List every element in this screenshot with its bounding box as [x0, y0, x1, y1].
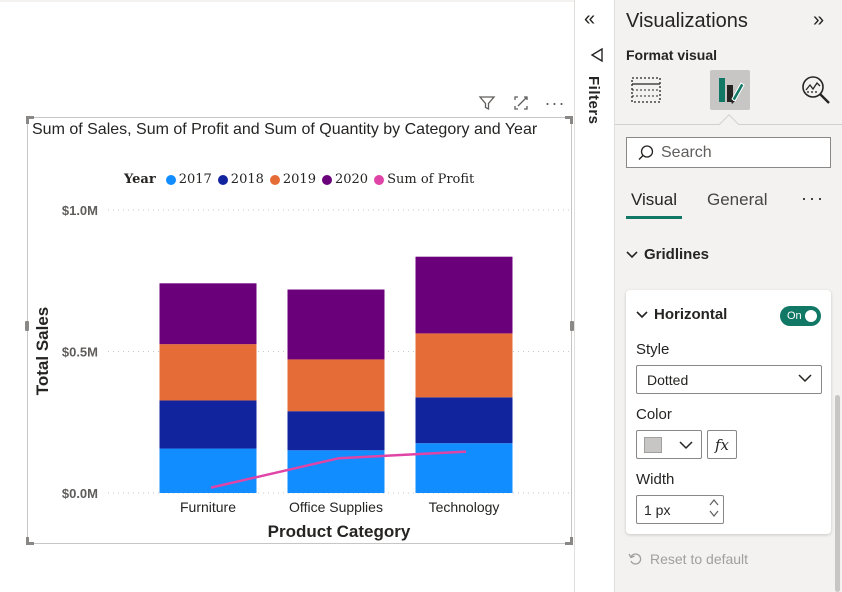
chevron-down-icon	[626, 250, 638, 258]
reset-label: Reset to default	[650, 551, 749, 567]
horizontal-card-header[interactable]: Horizontal	[636, 306, 727, 323]
resize-handle-right[interactable]	[570, 321, 574, 331]
style-value: Dotted	[647, 371, 689, 388]
color-label: Color	[636, 406, 672, 423]
canvas-top-border	[0, 0, 574, 2]
visualizations-pane: Visualizations » Format visual	[615, 0, 842, 592]
chevron-up-icon[interactable]	[709, 498, 719, 507]
format-icon-row	[626, 70, 836, 114]
bar-segment-2020-technology	[415, 256, 513, 334]
resize-handle-bottom-right[interactable]	[565, 537, 573, 545]
legend-dot	[165, 174, 176, 185]
resize-handle-bottom-left[interactable]	[26, 537, 34, 545]
funnel-icon	[589, 47, 605, 68]
conditional-format-button[interactable]: fx	[707, 430, 737, 459]
format-tabs: Visual General	[626, 190, 772, 219]
filters-pane-collapsed[interactable]: « Filters	[574, 0, 615, 592]
gridlines-section-header[interactable]: Gridlines	[626, 246, 709, 263]
chevron-down-icon	[798, 374, 812, 383]
horizontal-gridlines-card: Horizontal On Style Dotted Color fx Widt…	[626, 290, 831, 534]
resize-handle-left[interactable]	[25, 321, 29, 331]
style-dropdown[interactable]: Dotted	[636, 365, 822, 394]
chart-title: Sum of Sales, Sum of Profit and Sum of Q…	[32, 121, 538, 138]
legend-label: 2018	[230, 172, 264, 187]
width-stepper[interactable]: 1 px	[636, 495, 724, 524]
legend-item-sum-of-profit[interactable]: Sum of Profit	[374, 172, 474, 187]
build-visual-icon[interactable]	[626, 70, 666, 110]
chart-plot: $0.0M $0.5M $1.0M Furniture Office Supplies T…	[33, 203, 572, 541]
x-axis-title: Product Category	[268, 522, 411, 541]
bar-segment-2019-technology	[415, 333, 513, 398]
visual-header: ···	[476, 93, 566, 113]
legend-item-2019[interactable]: 2019	[269, 172, 316, 187]
analytics-icon[interactable]	[796, 70, 836, 110]
more-options-icon[interactable]: ···	[801, 188, 825, 208]
reset-to-default-button[interactable]: Reset to default	[628, 551, 748, 567]
chevron-down-icon[interactable]	[709, 509, 719, 518]
bar-segment-2018-technology	[415, 397, 513, 444]
focus-mode-icon[interactable]	[510, 93, 532, 113]
legend-dot	[269, 174, 280, 185]
collapse-icon[interactable]: «	[584, 8, 596, 30]
width-label: Width	[636, 471, 675, 488]
y-tick-label: $0.5M	[62, 345, 98, 360]
x-tick-label: Furniture	[180, 499, 236, 515]
resize-handle-top-right[interactable]	[565, 116, 573, 124]
search-placeholder: Search	[661, 143, 712, 161]
pane-subtitle: Format visual	[626, 47, 718, 63]
bar-segment-2019-office-supplies	[287, 359, 385, 412]
section-label: Gridlines	[644, 246, 710, 263]
bar-segment-2018-furniture	[159, 400, 257, 449]
search-icon	[638, 144, 654, 160]
more-options-icon[interactable]: ···	[544, 92, 566, 113]
legend-label: Sum of Profit	[387, 172, 475, 187]
legend-dot	[374, 174, 385, 185]
legend-item-2020[interactable]: 2020	[321, 172, 369, 187]
funnel-icon[interactable]	[476, 93, 498, 113]
y-axis-title: Total Sales	[33, 307, 52, 396]
width-value: 1 px	[644, 501, 671, 518]
tab-general[interactable]: General	[707, 190, 768, 209]
expand-icon[interactable]: »	[813, 9, 825, 31]
resize-handle-top-left[interactable]	[26, 116, 34, 124]
bar-segment-2019-furniture	[159, 344, 257, 401]
x-tick-label: Technology	[429, 499, 500, 515]
legend-item-2018[interactable]: 2018	[217, 172, 264, 187]
color-picker[interactable]	[636, 430, 702, 459]
format-visual-icon[interactable]	[710, 70, 750, 110]
y-tick-label: $1.0M	[62, 203, 98, 218]
color-swatch	[644, 437, 662, 453]
bar-segment-2018-office-supplies	[287, 411, 385, 451]
style-label: Style	[636, 341, 670, 358]
bar-segment-2020-office-supplies	[287, 289, 385, 360]
pane-title: Visualizations	[626, 10, 748, 32]
y-tick-label: $0.0M	[62, 486, 98, 501]
pane-scrollbar[interactable]	[835, 395, 840, 592]
chevron-down-icon	[636, 310, 648, 318]
stepper-arrows[interactable]	[709, 498, 719, 518]
chart-legend: Year 2017 2018 2019 2020 Sum of Profit	[124, 172, 474, 187]
undo-icon	[628, 553, 642, 565]
legend-title: Year	[124, 172, 156, 187]
toggle-knob	[805, 310, 817, 322]
filters-label[interactable]: Filters	[585, 76, 602, 125]
legend-label: 2017	[178, 172, 212, 187]
legend-label: 2020	[334, 172, 369, 187]
legend-item-2017[interactable]: 2017	[165, 172, 212, 187]
legend-label: 2019	[282, 172, 316, 187]
toggle-label: On	[787, 310, 802, 322]
legend-dot	[217, 174, 228, 185]
card-title: Horizontal	[654, 306, 728, 323]
legend-dot	[321, 174, 332, 185]
horizontal-toggle[interactable]: On	[780, 306, 821, 326]
search-input[interactable]: Search	[626, 137, 831, 168]
x-tick-label: Office Supplies	[289, 499, 383, 515]
bar-segment-2017-furniture	[159, 448, 257, 493]
bar-segment-2020-furniture	[159, 283, 257, 345]
chevron-down-icon	[679, 441, 693, 450]
tab-visual[interactable]: Visual	[626, 190, 682, 219]
